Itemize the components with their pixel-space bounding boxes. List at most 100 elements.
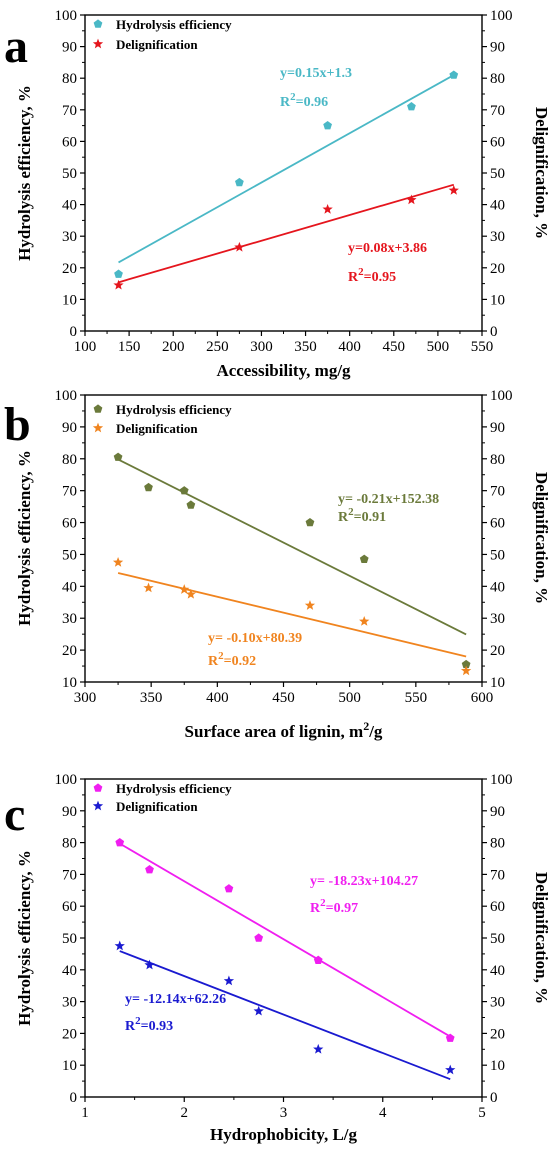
y-tick-label: 50: [62, 166, 77, 182]
r-squared-superscript: 2: [290, 91, 296, 103]
x-tick-label: 250: [206, 339, 229, 355]
x-tick-label: 450: [272, 690, 295, 706]
y2-tick-label: 80: [490, 836, 505, 852]
y-axis-label: Hydrolysis efficiency, %: [15, 85, 34, 261]
y-tick-label: 0: [70, 324, 78, 340]
y-tick-label: 90: [62, 804, 77, 820]
data-point: [115, 838, 125, 847]
data-point: [114, 269, 123, 278]
r-squared-superscript: 2: [218, 650, 224, 662]
fit-r-squared: R2=0.95: [348, 266, 396, 285]
x-tick-label: 450: [383, 339, 406, 355]
legend-marker: [93, 404, 103, 413]
x-tick-label: 350: [140, 690, 163, 706]
x-axis-label: Hydrophobicity, L/g: [210, 1125, 358, 1144]
plot-frame: [84, 778, 483, 1098]
data-point: [313, 1043, 324, 1054]
legend-label: Delignification: [116, 421, 198, 436]
fit-r-squared: R2=0.93: [125, 1015, 173, 1034]
y-tick-label: 90: [62, 40, 77, 56]
y2-tick-label: 10: [490, 292, 505, 308]
y-tick-label: 50: [62, 547, 77, 563]
y2-tick-label: 20: [490, 643, 505, 659]
y-tick-label: 20: [62, 261, 77, 277]
y2-tick-label: 40: [490, 963, 505, 979]
y-tick-label: 20: [62, 643, 77, 659]
y2-tick-label: 90: [490, 804, 505, 820]
y-tick-label: 90: [62, 420, 77, 436]
x-tick-label: 400: [206, 690, 229, 706]
r-squared-symbol: R: [338, 510, 349, 525]
panel-label: b: [4, 398, 31, 451]
x-tick-label: 500: [338, 690, 361, 706]
y-tick-label: 10: [62, 675, 77, 691]
x-tick-label: 100: [74, 339, 97, 355]
y-tick-label: 100: [55, 388, 78, 404]
y-tick-label: 30: [62, 995, 77, 1011]
legend-marker: [92, 422, 104, 433]
y2-axis-label: Delignification, %: [532, 107, 550, 239]
y-tick-label: 50: [62, 931, 77, 947]
fit-line: [119, 950, 451, 1081]
y-tick-label: 80: [62, 836, 77, 852]
x-tick-label: 4: [379, 1105, 387, 1121]
r-squared-superscript: 2: [320, 897, 326, 909]
fit-line: [119, 842, 451, 1038]
x-tick-label: 500: [427, 339, 450, 355]
y2-tick-label: 50: [490, 547, 505, 563]
r-squared-value: =0.97: [326, 901, 358, 916]
legend-label: Hydrolysis efficiency: [116, 17, 232, 32]
y2-tick-label: 50: [490, 931, 505, 947]
y-tick-label: 10: [62, 1058, 77, 1074]
x-tick-label: 200: [162, 339, 185, 355]
y2-tick-label: 40: [490, 579, 505, 595]
y2-tick-label: 40: [490, 198, 505, 214]
data-point: [253, 1005, 264, 1016]
data-point: [359, 554, 369, 563]
x-axis-label: Accessibility, mg/g: [216, 361, 351, 380]
data-point: [223, 975, 235, 986]
x-axis-label-superscript: 2: [363, 719, 369, 733]
fit-r-squared: R2=0.91: [338, 506, 386, 525]
data-point: [359, 616, 370, 626]
x-tick-label: 5: [478, 1105, 486, 1121]
y-tick-label: 40: [62, 198, 77, 214]
r-squared-value: =0.93: [141, 1019, 173, 1034]
y-axis-label: Hydrolysis efficiency, %: [15, 850, 34, 1026]
y2-tick-label: 100: [490, 8, 513, 24]
r-squared-value: =0.92: [224, 654, 256, 669]
data-point: [186, 500, 196, 509]
data-point: [461, 659, 471, 669]
y2-tick-label: 90: [490, 420, 505, 436]
y2-tick-label: 70: [490, 867, 505, 883]
y-axis-label: Hydrolysis efficiency, %: [15, 450, 34, 626]
data-point: [313, 955, 323, 964]
x-tick-label: 400: [338, 339, 361, 355]
data-point: [185, 588, 196, 599]
x-tick-label: 550: [471, 339, 494, 355]
x-axis-label-main: Surface area of lignin, m: [185, 722, 364, 741]
fit-equation: y=0.08x+3.86: [348, 241, 427, 256]
fit-line: [117, 572, 467, 658]
data-point: [144, 482, 153, 492]
r-squared-value: =0.91: [354, 510, 386, 525]
x-tick-label: 3: [280, 1105, 288, 1121]
legend-marker: [92, 800, 104, 811]
y2-tick-label: 60: [490, 899, 505, 915]
y2-tick-label: 30: [490, 611, 505, 627]
data-point: [112, 557, 124, 567]
y2-tick-label: 30: [490, 229, 505, 245]
y2-tick-label: 70: [490, 103, 505, 119]
panel-label: c: [4, 788, 25, 841]
legend-marker: [93, 19, 103, 28]
y2-tick-label: 100: [490, 388, 513, 404]
y2-tick-label: 20: [490, 261, 505, 277]
y2-tick-label: 60: [490, 134, 505, 150]
fit-line: [118, 74, 455, 264]
y-tick-label: 80: [62, 71, 77, 87]
